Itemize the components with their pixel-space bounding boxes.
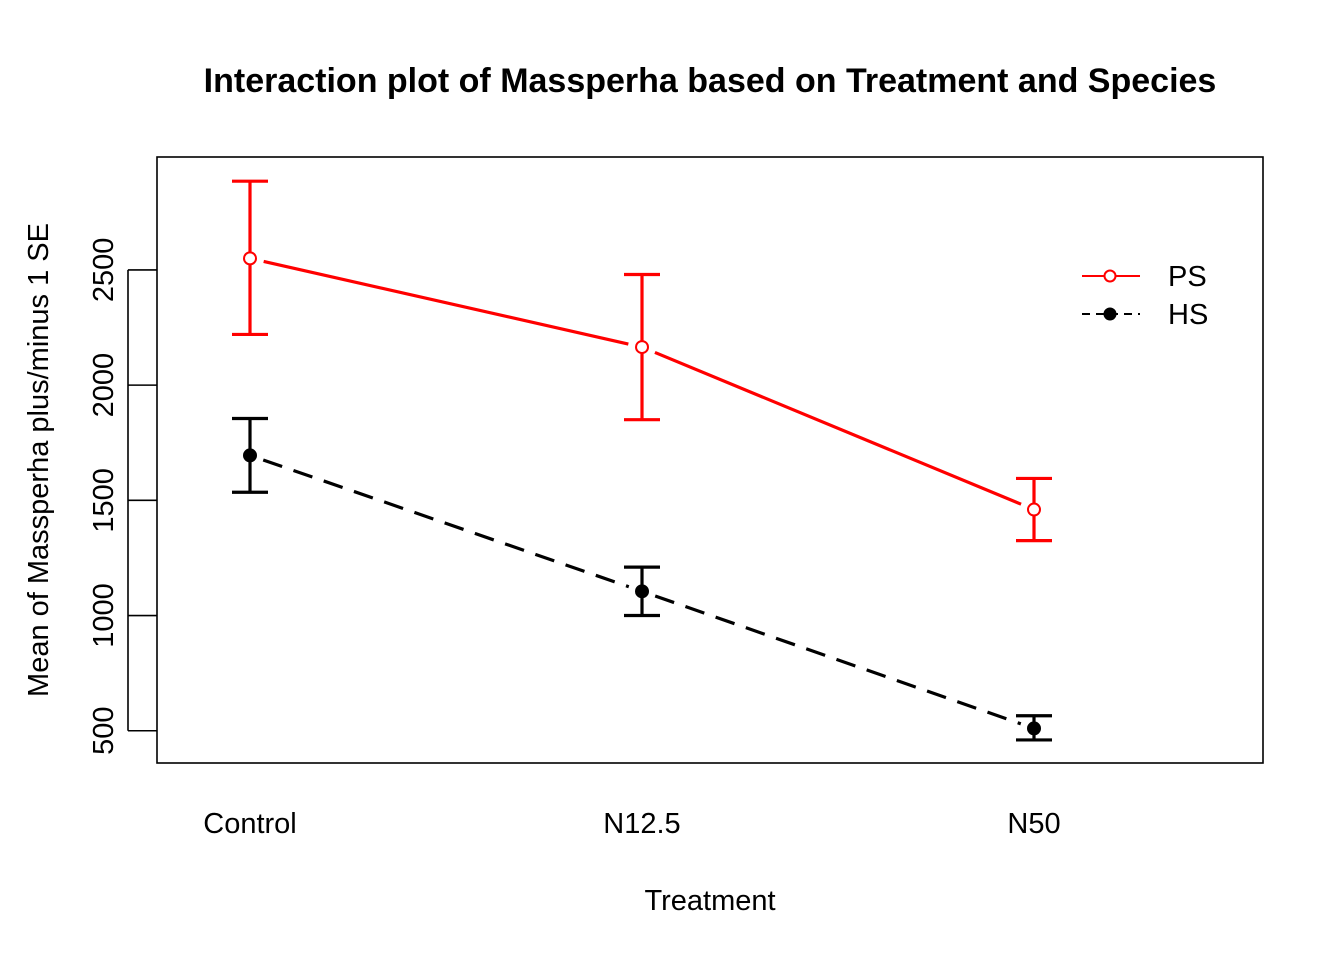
y-tick-label: 500 xyxy=(88,707,120,755)
plot-area-frame xyxy=(156,156,1264,764)
series-line-ps xyxy=(263,259,629,346)
x-tick-label: N50 xyxy=(1007,808,1060,840)
x-axis-title: Treatment xyxy=(644,885,775,917)
series-hs xyxy=(232,416,1052,742)
data-point xyxy=(635,340,649,355)
series-line-ps xyxy=(654,350,1022,506)
y-tick-label: 1500 xyxy=(88,468,120,533)
legend: PS HS xyxy=(1082,261,1208,331)
legend-label-hs: HS xyxy=(1168,299,1208,331)
data-point xyxy=(635,584,649,599)
series-ps xyxy=(232,179,1052,543)
data-point xyxy=(243,251,257,266)
legend-marker-hs xyxy=(1103,307,1117,321)
y-axis-title: Mean of Massperha plus/minus 1 SE xyxy=(23,223,55,697)
series-layer xyxy=(232,179,1052,742)
chart-title: Interaction plot of Massperha based on T… xyxy=(204,62,1217,100)
data-point xyxy=(243,448,257,463)
x-axis: Control N12.5 N50 xyxy=(203,808,1060,840)
legend-label-ps: PS xyxy=(1168,261,1207,293)
x-tick-label: N12.5 xyxy=(603,808,680,840)
series-line-hs xyxy=(654,594,1022,726)
data-point xyxy=(1027,502,1041,517)
legend-marker-ps xyxy=(1103,269,1117,283)
y-tick-label: 2500 xyxy=(88,238,120,303)
data-point xyxy=(1027,721,1041,736)
series-line-hs xyxy=(262,458,630,589)
y-tick-label: 2000 xyxy=(88,353,120,418)
x-tick-label: Control xyxy=(203,808,297,840)
y-tick-label: 1000 xyxy=(88,583,120,648)
y-axis: 500 1000 1500 2000 2500 xyxy=(88,238,157,755)
